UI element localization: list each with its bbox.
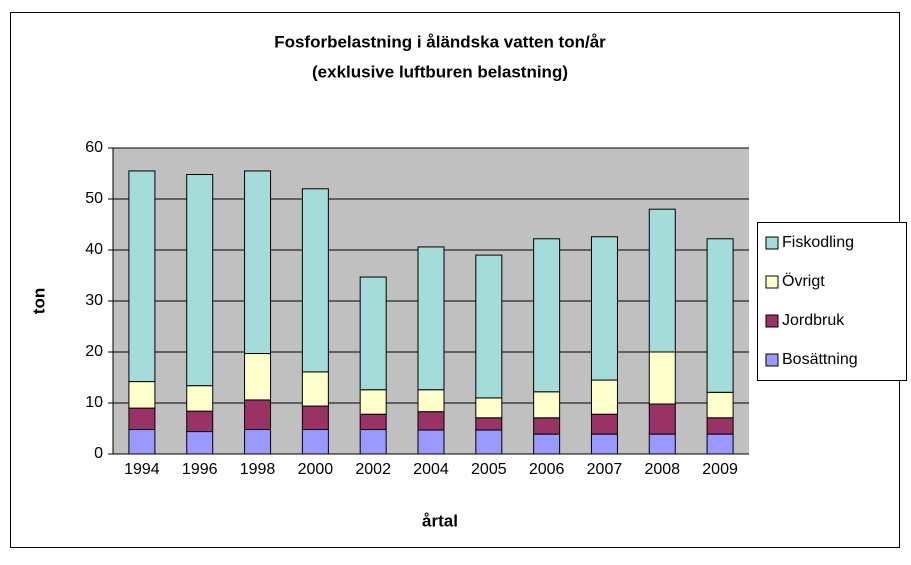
bar-segment: [244, 170, 272, 355]
bar-segment: [533, 433, 561, 455]
y-tick-label: 20: [85, 343, 103, 360]
x-tick-label: 1994: [124, 461, 160, 478]
bar-segment: [533, 238, 561, 393]
bar-segment: [590, 379, 618, 415]
legend-label: Bosättning: [782, 351, 858, 368]
legend-label: Övrigt: [782, 272, 825, 290]
legend-label: Jordbruk: [782, 312, 845, 329]
y-tick-label: 40: [85, 241, 103, 258]
bar-segment: [706, 433, 734, 455]
bar-segment: [128, 381, 156, 409]
chart-title: Fosforbelastning i åländska vatten ton/å…: [274, 32, 606, 51]
bar-segment: [417, 246, 445, 391]
y-tick-label: 60: [85, 139, 103, 156]
bar-segment: [475, 429, 503, 455]
bar-segment: [128, 170, 156, 383]
x-axis-label: årtal: [422, 511, 458, 530]
x-tick-label: 2000: [298, 461, 334, 478]
bar-segment: [475, 417, 503, 431]
legend-key: [765, 353, 779, 367]
bar-segment: [590, 236, 618, 381]
legend-box: [757, 222, 907, 381]
y-tick-label: 10: [85, 394, 103, 411]
bar-segment: [244, 399, 272, 431]
bar-segment: [128, 407, 156, 431]
chart-subtitle: (exklusive luftburen belastning): [312, 62, 568, 81]
bar-segment: [244, 353, 272, 401]
bar-segment: [301, 188, 329, 373]
bar-segment: [648, 208, 676, 353]
bar-segment: [706, 417, 734, 435]
x-tick-label: 2004: [413, 461, 449, 478]
legend-key: [765, 314, 779, 328]
bar-segment: [186, 174, 214, 387]
x-tick-label: 1996: [182, 461, 218, 478]
bar-segment: [359, 276, 387, 391]
y-tick-label: 30: [85, 292, 103, 309]
bar-segment: [359, 429, 387, 455]
bar-segment: [359, 389, 387, 415]
x-tick-label: 2009: [702, 461, 738, 478]
bar-segment: [533, 391, 561, 419]
bar-segment: [186, 385, 214, 412]
bar-segment: [533, 417, 561, 435]
y-tick-label: 0: [94, 445, 103, 462]
y-axis-label: ton: [29, 288, 48, 314]
bar-segment: [706, 238, 734, 393]
x-tick-label: 2008: [644, 461, 680, 478]
bar-segment: [417, 429, 445, 455]
bar-segment: [244, 429, 272, 455]
bar-segment: [475, 397, 503, 419]
bar-segment: [475, 254, 503, 399]
bar-segment: [590, 413, 618, 435]
bar-segment: [301, 429, 329, 455]
bar-segment: [128, 429, 156, 455]
legend-label: Fiskodling: [782, 234, 854, 251]
bar-segment: [186, 410, 214, 433]
legend-key: [765, 236, 779, 250]
bar-segment: [706, 391, 734, 419]
bar-segment: [186, 431, 214, 455]
bar-segment: [590, 433, 618, 455]
bar-segment: [301, 371, 329, 407]
bar-segment: [648, 403, 676, 435]
legend-key: [765, 275, 779, 289]
bar-segment: [417, 389, 445, 413]
bar-segment: [417, 411, 445, 431]
x-tick-label: 2006: [529, 461, 565, 478]
bar-segment: [359, 413, 387, 431]
bar-segment: [648, 433, 676, 455]
x-tick-label: 2002: [355, 461, 391, 478]
y-tick-label: 50: [85, 190, 103, 207]
x-tick-label: 2005: [471, 461, 507, 478]
x-tick-label: 2007: [587, 461, 623, 478]
bar-segment: [301, 405, 329, 431]
bar-segment: [648, 351, 676, 405]
x-tick-label: 1998: [240, 461, 276, 478]
